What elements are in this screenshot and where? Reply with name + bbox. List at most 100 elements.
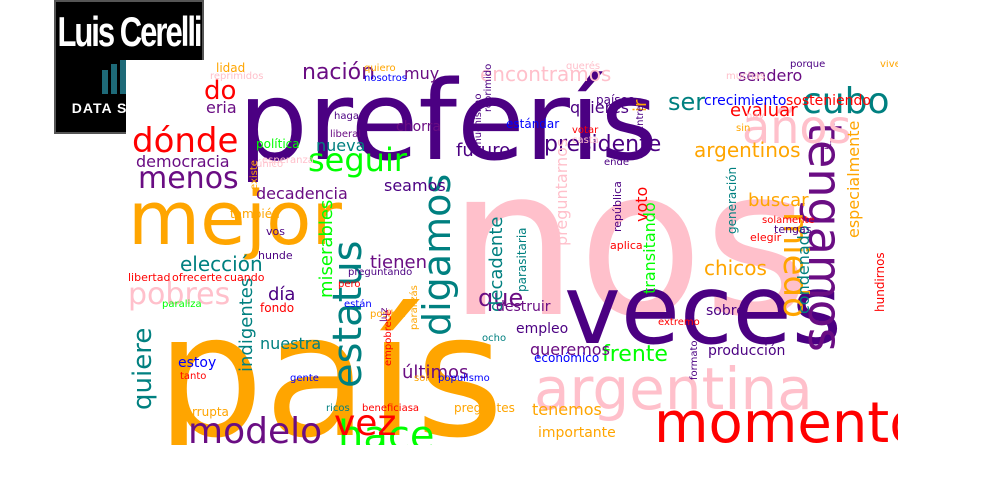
word-106: reprimido [483,63,494,112]
word-26: argentinos [694,138,801,162]
word-48: decadencia [256,184,348,203]
word-97: entre [635,105,646,132]
word-68: económico [534,351,600,365]
word-109: sin [736,123,751,134]
word-124: do [204,76,237,106]
word-114: pero [338,279,361,290]
word-123: lidad [216,61,246,75]
word-72: también [230,207,280,221]
word-21: elección [180,252,263,276]
word-54: muy [404,64,440,83]
word-115: están [344,299,372,310]
word-cloud: nos país preferís mejor veces argentina moment… [126,60,898,445]
word-74: estándar [506,117,560,131]
word-14: cubo [802,81,890,122]
word-110: si [824,141,832,152]
word-35: indigentes [236,277,257,372]
word-125: querés [566,61,601,72]
word-34: miserables [316,199,337,298]
word-107: votar [572,125,599,136]
word-24: nación [302,60,376,85]
word-17: dónde [132,121,239,161]
logo-title: Luis Cerelli [57,8,202,56]
word-93: ocho [482,333,507,344]
word-94: extremo [658,317,700,328]
word-127: muchas [726,71,766,82]
word-85: cuando [224,271,265,284]
word-9: modelo [188,411,323,446]
word-78: aplica [610,239,643,252]
word-92: populismo [438,373,490,384]
word-10: vez [334,403,397,444]
word-61: sobre [706,303,745,319]
word-33: futuro [456,140,511,161]
word-111: ende [604,157,629,168]
word-60: destruir [496,299,551,315]
word-90: beneficiasa [362,403,420,414]
word-18: menos [138,161,239,196]
word-47: seamos [384,176,446,195]
word-29: decadente [486,216,507,312]
word-46: democracia [136,152,230,171]
word-95: formato [689,340,700,380]
word-116: posible [370,309,406,320]
word-41: tenemos [532,400,602,419]
word-3: mejor [128,176,342,262]
word-36: tienen [370,252,428,273]
word-8: hace [338,413,435,445]
word-86: paraliza [162,299,202,310]
word-83: libertad [128,271,171,284]
word-59: empleo [516,321,569,337]
word-20: quiere [128,327,158,410]
word-87: tanto [180,371,207,382]
word-6: momento [654,391,898,446]
word-55: quieres [570,98,629,117]
word-89: ricos [326,403,350,414]
word-104: reprimidos [210,71,264,82]
word-43: evaluar [730,100,798,121]
word-100: hagas [334,111,365,122]
word-126: hay [746,111,765,122]
word-96: solamente [762,215,815,226]
word-73: chorra [396,119,441,135]
word-40: queremos [530,340,610,359]
word-81: vos [266,225,285,238]
word-77: elegir [750,231,782,244]
word-119: paralizás [409,285,420,330]
word-27: frente [602,342,668,367]
word-79: república [611,181,624,232]
word-38: nuestra [260,334,322,353]
word-118: luz [379,307,390,322]
word-32: chicos [704,256,767,280]
word-121: único [256,159,284,170]
word-103: nosotros [364,73,407,84]
word-91: son [414,373,432,384]
word-5: argentina [534,355,813,423]
word-58: producción [708,343,786,359]
word-102: quiero [364,63,396,74]
word-2: preferís [238,60,658,185]
word-31: condenado [794,225,813,314]
word-52: voto [632,186,651,222]
word-51: preguntarnos [552,138,571,246]
word-39: últimos [402,362,469,383]
word-101: liberal [330,129,362,140]
word-37: día [268,284,296,305]
word-69: preguntes [454,401,515,415]
word-84: ofrecerte [172,271,223,284]
word-62: estoy [178,355,217,371]
word-42: importante [538,425,616,441]
word-16: seguir [308,141,407,179]
word-71: política [256,137,300,151]
word-63: corrupta [178,405,229,419]
word-65: hundirnos [873,252,887,312]
word-22: presidente [544,132,662,157]
word-108: casta [572,135,599,146]
word-75: países [596,93,635,107]
word-28: que [478,284,524,312]
word-122: eria [206,98,237,117]
word-56: crecimiento [704,93,787,109]
word-113: preguntando [348,267,413,278]
word-19: pobres [128,277,231,312]
word-57: sosteniendo [786,93,871,109]
